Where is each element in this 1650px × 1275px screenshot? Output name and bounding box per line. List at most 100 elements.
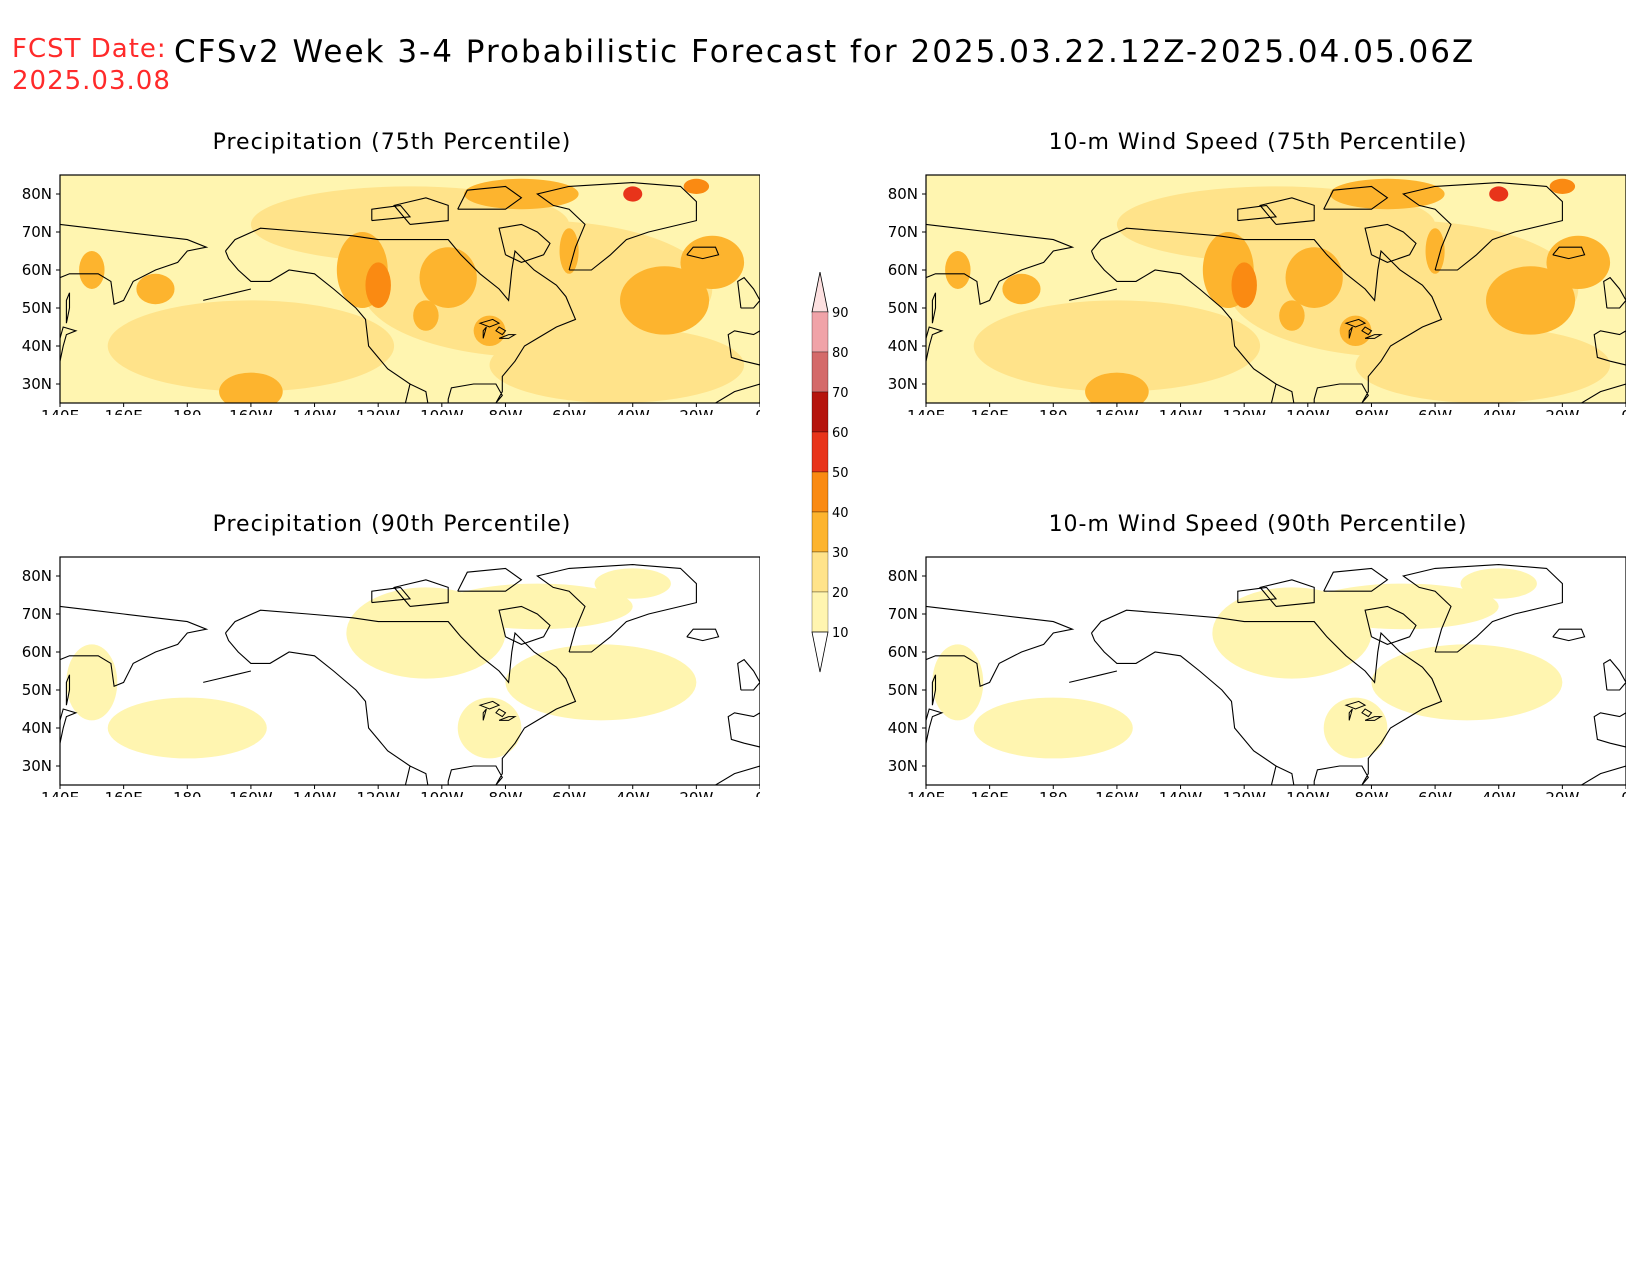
lake-outline bbox=[1348, 708, 1353, 721]
panel-title-precip-75: Precipitation (75th Percentile) bbox=[212, 130, 572, 155]
lon-tick-label: 80W bbox=[1354, 407, 1388, 415]
coastline bbox=[1237, 204, 1278, 222]
lat-tick-label: 40N bbox=[22, 337, 52, 355]
colorbar-label: 60 bbox=[832, 426, 849, 441]
lat-tick-label: 50N bbox=[888, 299, 918, 317]
lon-tick-label: 60W bbox=[1418, 789, 1452, 797]
field-contour bbox=[1231, 262, 1257, 308]
lat-tick-label: 50N bbox=[888, 681, 918, 699]
colorbar-label: 20 bbox=[832, 586, 849, 601]
coastline bbox=[536, 564, 697, 653]
field-contour bbox=[464, 178, 579, 210]
coastline bbox=[498, 223, 551, 263]
field-contour bbox=[945, 251, 971, 289]
coastline bbox=[457, 567, 523, 592]
coastline bbox=[1593, 712, 1626, 748]
field-contour bbox=[441, 583, 633, 630]
lon-tick-label: 20W bbox=[1545, 407, 1579, 415]
lake-outline bbox=[478, 318, 501, 328]
coastline bbox=[1323, 185, 1389, 210]
coastline bbox=[1364, 223, 1417, 263]
colorbar-segment bbox=[811, 551, 829, 593]
lake-outline bbox=[498, 334, 517, 339]
lat-tick-label: 70N bbox=[888, 605, 918, 623]
lon-tick-label: 160W bbox=[1095, 407, 1139, 415]
field-contour bbox=[365, 262, 391, 308]
coastline bbox=[1580, 383, 1626, 403]
field-contour bbox=[419, 247, 477, 308]
coastline bbox=[1259, 197, 1315, 225]
coastline bbox=[926, 223, 1075, 305]
lon-tick-label: 180 bbox=[173, 407, 202, 415]
colorbar-segment bbox=[811, 391, 829, 433]
lon-tick-label: 180 bbox=[1039, 789, 1068, 797]
lon-tick-label: 140W bbox=[293, 407, 337, 415]
lake-outline bbox=[1361, 708, 1373, 718]
colorbar-label: 90 bbox=[832, 306, 849, 321]
lon-tick-label: 40W bbox=[1482, 789, 1516, 797]
field-contour bbox=[932, 644, 984, 721]
coastline bbox=[60, 326, 78, 362]
lon-tick-label: 140E bbox=[41, 407, 79, 415]
field-contour bbox=[79, 251, 105, 289]
lake-outline bbox=[1361, 326, 1373, 336]
map-wind-90: 140E 160E 180 160W 140W 120W 100W 80W 60W 40W 20W 0… bbox=[866, 547, 1626, 797]
coastline bbox=[393, 197, 449, 225]
field-contour bbox=[1330, 178, 1445, 210]
coastline bbox=[224, 609, 577, 785]
page-title: CFSv2 Week 3-4 Probabilistic Forecast fo… bbox=[174, 34, 1476, 70]
lon-tick-label: 120W bbox=[1222, 407, 1266, 415]
colorbar-label: 50 bbox=[832, 466, 849, 481]
coastline bbox=[65, 292, 71, 324]
lake-outline bbox=[478, 700, 501, 710]
field-contour bbox=[1460, 568, 1537, 599]
lon-tick-label: 0 bbox=[755, 789, 760, 797]
lake-outline bbox=[482, 708, 487, 721]
coastline bbox=[737, 276, 760, 309]
panel-title-precip-90: Precipitation (90th Percentile) bbox=[212, 512, 572, 537]
coastline bbox=[60, 605, 209, 687]
field-contour bbox=[66, 644, 118, 721]
lon-tick-label: 20W bbox=[1545, 789, 1579, 797]
coastline bbox=[727, 330, 760, 366]
coastline bbox=[714, 765, 760, 785]
lon-tick-label: 140W bbox=[1159, 407, 1203, 415]
lon-tick-label: 160W bbox=[229, 789, 273, 797]
field-contour bbox=[1489, 186, 1509, 202]
field-contour bbox=[1085, 372, 1149, 403]
colorbar-segment bbox=[811, 471, 829, 513]
lat-tick-label: 70N bbox=[888, 223, 918, 241]
coastline bbox=[1580, 765, 1626, 785]
coastline bbox=[1090, 609, 1443, 785]
coastline bbox=[60, 223, 209, 305]
lat-tick-label: 60N bbox=[22, 261, 52, 279]
coastline bbox=[931, 674, 937, 706]
lon-tick-label: 120W bbox=[1222, 789, 1266, 797]
lat-tick-label: 60N bbox=[888, 261, 918, 279]
lon-tick-label: 140W bbox=[1159, 789, 1203, 797]
map-frame bbox=[925, 556, 1626, 786]
coastline bbox=[1603, 658, 1626, 691]
lon-tick-label: 80W bbox=[488, 407, 522, 415]
coastline bbox=[224, 227, 577, 403]
coastline bbox=[926, 605, 1075, 687]
lon-tick-label: 140W bbox=[293, 789, 337, 797]
lon-tick-label: 20W bbox=[679, 789, 713, 797]
coastline bbox=[1402, 564, 1563, 653]
coastline bbox=[1402, 182, 1563, 271]
lat-tick-label: 30N bbox=[22, 375, 52, 393]
map-precip-75: 140E 160E 180 160W 140W 120W 100W 80W 60W 40W 20W 0… bbox=[0, 165, 760, 415]
lat-tick-label: 30N bbox=[22, 757, 52, 775]
coastline bbox=[1090, 227, 1443, 403]
coastline bbox=[1069, 670, 1118, 683]
lat-tick-label: 30N bbox=[888, 757, 918, 775]
colorbar-segment bbox=[811, 591, 829, 633]
field-contour bbox=[107, 300, 395, 392]
coastline bbox=[931, 292, 937, 324]
lon-tick-label: 120W bbox=[356, 789, 400, 797]
lake-outline bbox=[1348, 326, 1353, 339]
map-wind-75: 140E 160E 180 160W 140W 120W 100W 80W 60W 40W 20W 0… bbox=[866, 165, 1626, 415]
panel-title-wind-90: 10-m Wind Speed (90th Percentile) bbox=[1048, 512, 1468, 537]
coastline bbox=[65, 674, 71, 706]
lon-tick-label: 100W bbox=[1286, 789, 1330, 797]
